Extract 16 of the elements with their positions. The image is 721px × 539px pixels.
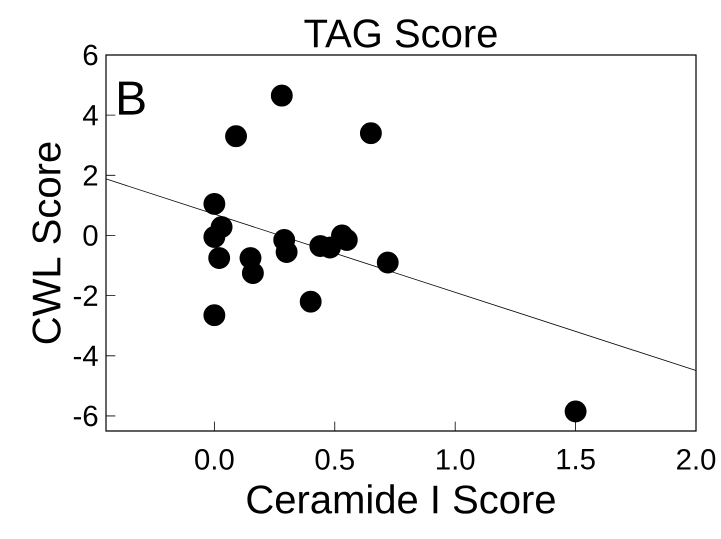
- x-tick-label: 1.0: [437, 449, 474, 470]
- y-tick-label: 6: [84, 44, 98, 66]
- x-tick-label: 0.0: [195, 449, 234, 470]
- y-tick-label: 2: [84, 165, 98, 186]
- x-axis-title: Ceramide I Score: [247, 484, 555, 514]
- y-tick-label: 0: [83, 225, 98, 246]
- x-tick-label: 1.5: [557, 449, 595, 470]
- y-tick-label: -4: [74, 346, 98, 366]
- y-axis-title: CWL Score: [32, 142, 61, 344]
- x-tick-label: 2.0: [677, 449, 716, 470]
- y-tick-label: -2: [74, 285, 98, 306]
- annotation: B: [119, 82, 145, 115]
- y-tick-label: -6: [74, 406, 98, 426]
- chart-title: TAG Score: [304, 19, 497, 48]
- x-tick-label: 0.5: [316, 449, 354, 470]
- y-tick-label: 4: [82, 105, 98, 126]
